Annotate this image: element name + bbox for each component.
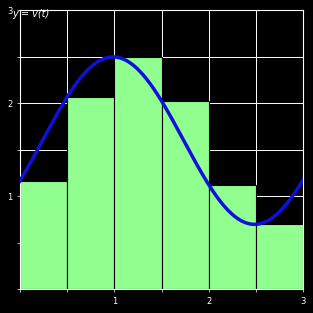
- Bar: [162, 101, 209, 290]
- Bar: [67, 97, 115, 290]
- Bar: [115, 57, 162, 290]
- Bar: [256, 224, 303, 290]
- Text: y = v(t): y = v(t): [13, 9, 50, 19]
- Bar: [20, 181, 67, 290]
- Bar: [209, 185, 256, 290]
